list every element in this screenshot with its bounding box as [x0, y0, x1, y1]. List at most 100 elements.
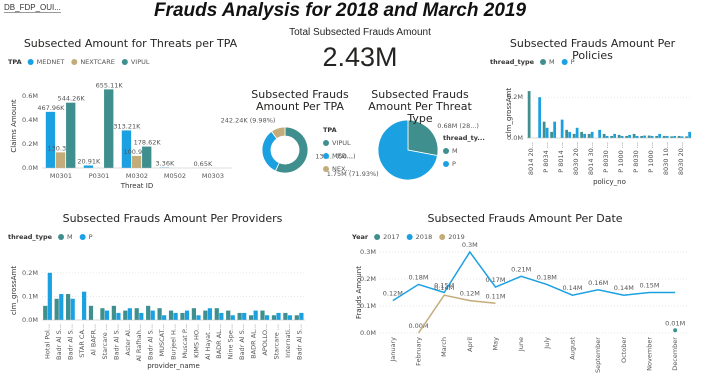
bar [610, 135, 614, 138]
x-tick-label: Badr Al S... [112, 324, 120, 360]
bar [598, 129, 602, 138]
legend-swatch [323, 153, 329, 159]
bar [643, 135, 647, 138]
bar [655, 135, 659, 138]
bar [253, 310, 258, 320]
bar [43, 305, 48, 320]
legend-swatch [71, 59, 78, 65]
chart-title: Subsected Frauds Amount Per TPA [251, 88, 349, 113]
bar [104, 310, 110, 320]
point [673, 328, 678, 333]
x-tick-label: Al Hayat ... [204, 324, 212, 360]
data-label: 0.68M (28...) [437, 122, 479, 130]
legend-label: NEXTCARE [80, 58, 115, 66]
bar [127, 308, 132, 320]
x-axis-label: policy_no [593, 178, 626, 186]
legend-label: 2018 [416, 233, 433, 241]
bar [66, 294, 71, 320]
legend-title: TPA [323, 126, 337, 134]
legend-label: MED... [332, 152, 353, 160]
bar [580, 131, 584, 138]
chart-title: Subsected Frauds Amount Per Date [427, 212, 623, 225]
data-label: 544.26K [58, 95, 86, 103]
bar [88, 305, 94, 320]
chart-title: Subsected Frauds Amount Per Threat Type [368, 88, 472, 125]
bar [59, 294, 64, 320]
data-label: 137... (56...) [315, 153, 355, 161]
x-tick-label: 8030 20... [572, 142, 580, 175]
y-tick-label: 0.0M [22, 164, 38, 172]
y-tick-label: 0.4M [22, 116, 38, 124]
x-tick-label: P 1000 ... [647, 142, 655, 173]
pie-slice [377, 119, 438, 181]
bar [575, 127, 579, 138]
x-tick-label: Al BAFR... [89, 324, 97, 355]
data-label: 242.24K (9.98%) [221, 117, 276, 125]
legend-swatch [79, 234, 86, 240]
bar [613, 133, 617, 138]
bar [248, 315, 254, 320]
line [392, 250, 676, 302]
legend-swatch [323, 166, 329, 172]
bar [590, 131, 594, 138]
bar [587, 133, 591, 138]
x-tick-label: M0502 [164, 172, 186, 180]
bar [219, 312, 224, 320]
bar [184, 310, 190, 320]
legend-label: M [67, 233, 73, 241]
x-tick-label: Burjeel H... [170, 324, 178, 360]
data-label: 0.17M [485, 276, 505, 284]
bar [54, 298, 59, 320]
bar [214, 308, 219, 320]
bar [538, 97, 542, 138]
bar [640, 135, 644, 138]
bar [602, 133, 606, 138]
data-label: 0.15M [639, 282, 659, 290]
legend-swatch [406, 234, 413, 240]
data-label: 0.3M [462, 241, 478, 249]
page-tab[interactable]: DB_FDP_OUI... [4, 3, 61, 13]
bar [294, 315, 299, 320]
x-tick-label: Badr Al S... [55, 324, 63, 360]
legend-swatch [323, 140, 329, 146]
bar [116, 312, 121, 320]
legend-swatch [540, 59, 547, 65]
bar [680, 136, 684, 138]
y-tick-label: 0.6M [22, 92, 38, 100]
bar [131, 155, 142, 168]
legend-label: 2019 [448, 233, 465, 241]
y-tick-label: 0.0M [22, 316, 38, 324]
x-tick-label: Badr Al S... [238, 324, 246, 360]
x-tick-label: P 8030 ... [602, 142, 610, 173]
data-label: 0.14M [614, 284, 634, 292]
x-tick-label: February [415, 337, 423, 366]
y-axis-label: Claims Amount [10, 99, 18, 153]
bar [196, 315, 201, 320]
x-tick-label: October [620, 337, 628, 363]
pie-slice [270, 126, 286, 140]
x-tick-label: BADR AL... [250, 324, 258, 359]
x-tick-label: July [543, 337, 551, 350]
bar [617, 134, 621, 138]
y-tick-label: 0.2M [22, 140, 38, 148]
bar [100, 308, 105, 320]
bar [142, 146, 152, 168]
legend-swatch [443, 148, 449, 154]
legend-swatch [58, 234, 65, 240]
bar [226, 310, 231, 320]
bar [568, 131, 572, 138]
x-tick-label: August [569, 337, 577, 360]
x-tick-label: September [594, 337, 602, 373]
bar [550, 131, 554, 138]
data-label: 0.14M [562, 284, 582, 292]
x-tick-label: MUSCAT... [158, 324, 166, 356]
bar [260, 310, 265, 320]
data-label: 0.01M [665, 319, 685, 327]
x-tick-label: STAR CA... [78, 324, 86, 358]
legend-label: P [89, 233, 93, 241]
chart-title: Subsected Amount for Threats per TPA [23, 37, 238, 50]
legend-swatch [374, 234, 381, 240]
bar [299, 312, 304, 320]
data-label: 0.12M [460, 290, 480, 298]
bar [123, 310, 128, 320]
